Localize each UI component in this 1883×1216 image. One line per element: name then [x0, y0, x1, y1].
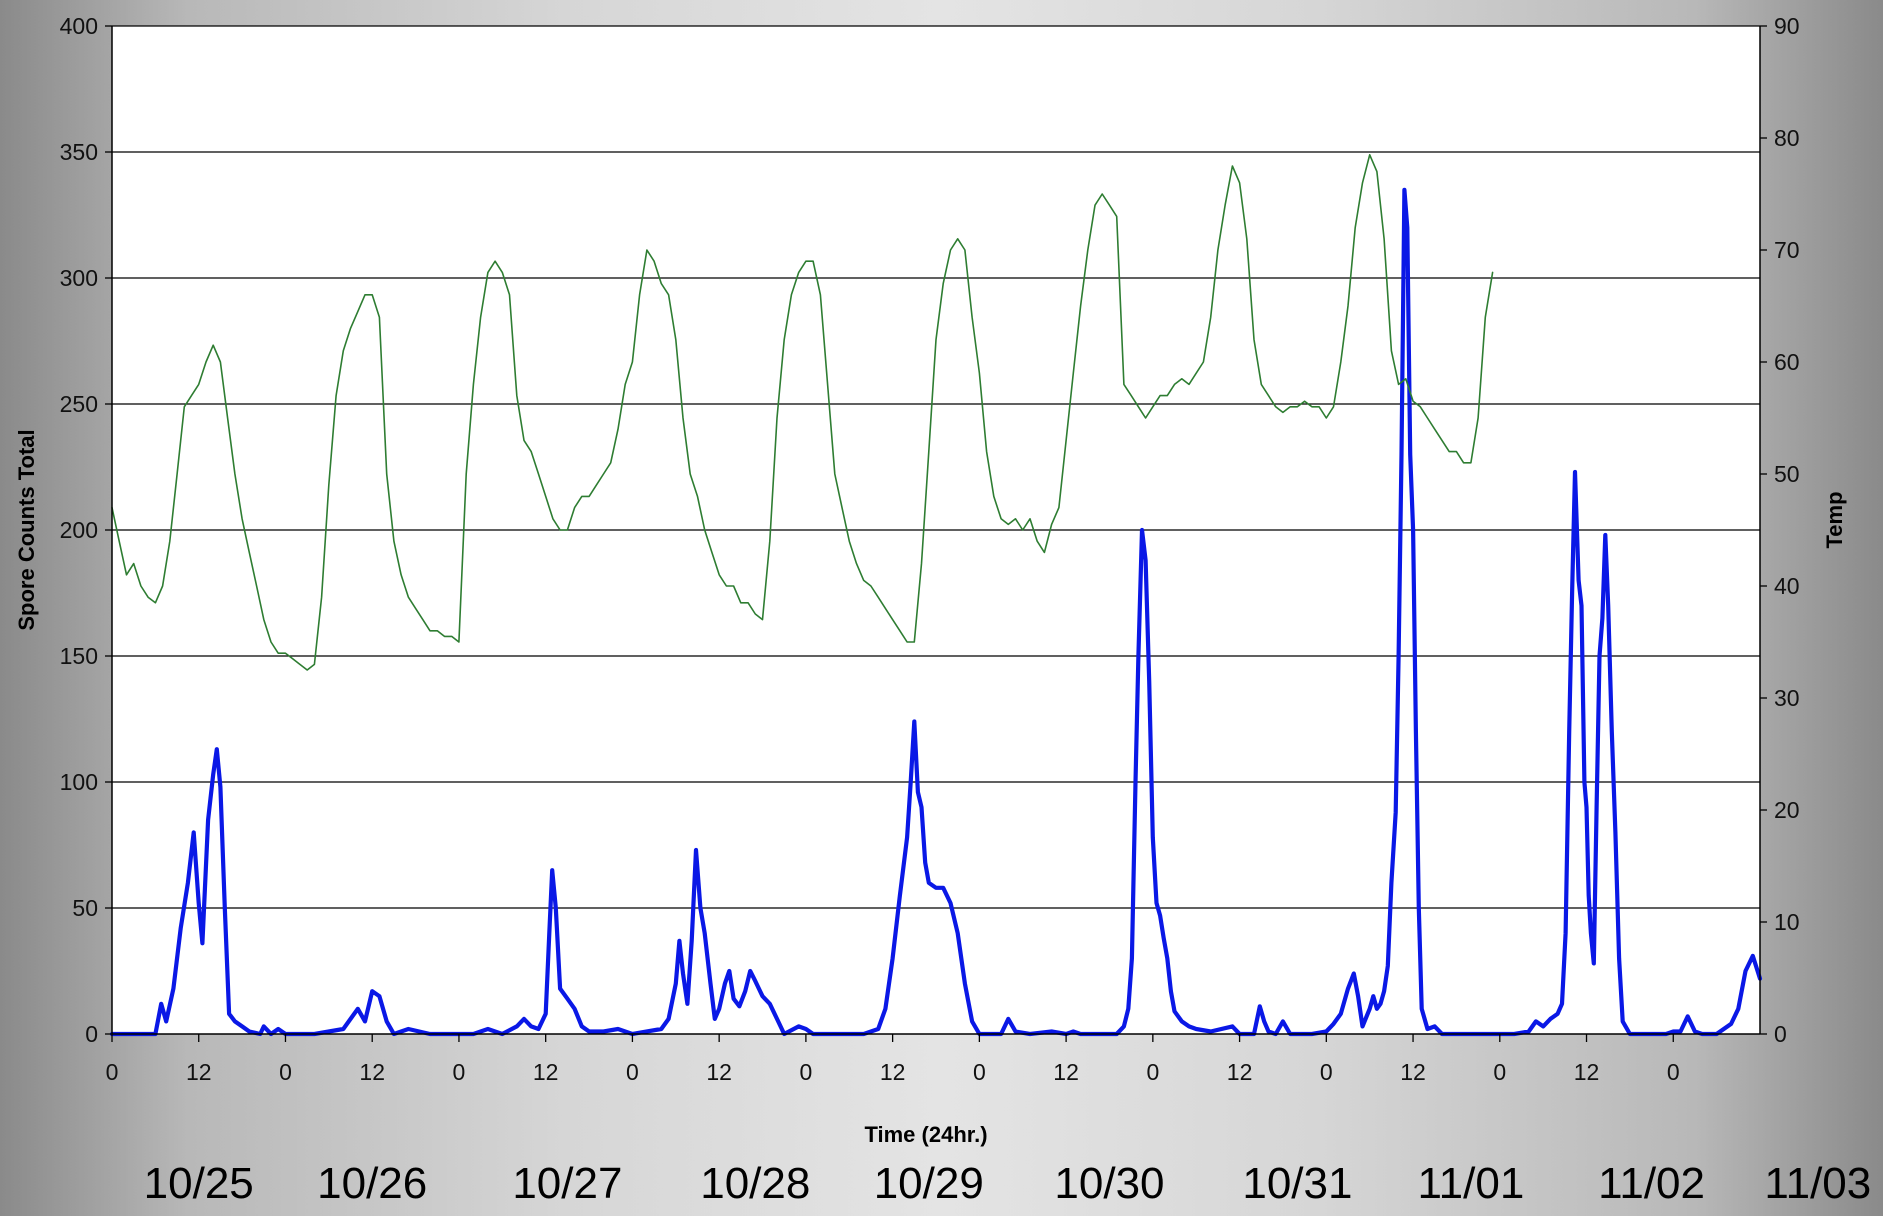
x-tick-label: 12 — [359, 1059, 385, 1085]
x-tick-label: 12 — [186, 1059, 212, 1085]
x-tick-label: 12 — [1227, 1059, 1253, 1085]
y-tick-label: 100 — [60, 769, 98, 795]
y-tick-label: 400 — [60, 13, 98, 39]
y-tick-label: 200 — [60, 517, 98, 543]
y2-tick-label: 70 — [1774, 237, 1800, 263]
x-tick-label: 0 — [626, 1059, 639, 1085]
y2-axis-title: Temp — [1822, 491, 1847, 548]
date-label: 11/02 — [1598, 1159, 1705, 1208]
x-tick-label: 12 — [1574, 1059, 1600, 1085]
x-tick-label: 0 — [973, 1059, 986, 1085]
date-label: 11/01 — [1417, 1159, 1524, 1208]
x-tick-label: 0 — [1667, 1059, 1680, 1085]
x-tick-label: 0 — [106, 1059, 119, 1085]
axes: 0 50 100 150 200 250 300 350 400 0 10 20 30 40 50 60 70 8… — [60, 13, 1800, 1085]
y-tick-label: 50 — [72, 895, 98, 921]
y-tick-label: 0 — [85, 1021, 98, 1047]
y-tick-label: 250 — [60, 391, 98, 417]
y-axis-title: Spore Counts Total — [14, 429, 39, 630]
y2-tick-label: 80 — [1774, 125, 1800, 151]
x-tick-label: 12 — [533, 1059, 559, 1085]
date-label: 10/28 — [700, 1159, 810, 1208]
x-tick-label: 0 — [279, 1059, 292, 1085]
date-label: 10/29 — [874, 1159, 984, 1208]
x-axis-title: Time (24hr.) — [864, 1122, 987, 1147]
date-label: 10/30 — [1054, 1159, 1164, 1208]
date-labels: 10/25 10/26 10/27 10/28 10/29 10/30 10/31 11/01… — [144, 1159, 1872, 1208]
gridlines — [112, 25, 1760, 909]
y-tick-label: 350 — [60, 139, 98, 165]
x-tick-label: 0 — [1146, 1059, 1159, 1085]
x-tick-label: 12 — [706, 1059, 732, 1085]
date-label: 10/27 — [512, 1159, 622, 1208]
x-tick-label: 0 — [799, 1059, 812, 1085]
y2-tick-label: 0 — [1774, 1021, 1787, 1047]
y2-tick-label: 90 — [1774, 13, 1800, 39]
x-tick-label: 12 — [1053, 1059, 1079, 1085]
y-tick-label: 150 — [60, 643, 98, 669]
x-tick-label: 12 — [880, 1059, 906, 1085]
date-label: 10/31 — [1242, 1159, 1352, 1208]
x-tick-label: 0 — [453, 1059, 466, 1085]
y2-tick-label: 20 — [1774, 797, 1800, 823]
spore-series-line — [109, 187, 1763, 1037]
x-tick-label: 0 — [1320, 1059, 1333, 1085]
date-label: 10/25 — [144, 1159, 254, 1208]
temp-series-line — [111, 154, 1494, 671]
y2-tick-label: 50 — [1774, 461, 1800, 487]
date-label: 10/26 — [317, 1159, 427, 1208]
x-tick-label: 0 — [1493, 1059, 1506, 1085]
date-label: 11/03 — [1764, 1159, 1871, 1208]
x-tick-label: 12 — [1400, 1059, 1426, 1085]
y2-tick-label: 40 — [1774, 573, 1800, 599]
y2-tick-label: 30 — [1774, 685, 1800, 711]
y2-tick-label: 10 — [1774, 909, 1800, 935]
y2-tick-label: 60 — [1774, 349, 1800, 375]
series-layer — [109, 154, 1763, 1037]
y-tick-label: 300 — [60, 265, 98, 291]
